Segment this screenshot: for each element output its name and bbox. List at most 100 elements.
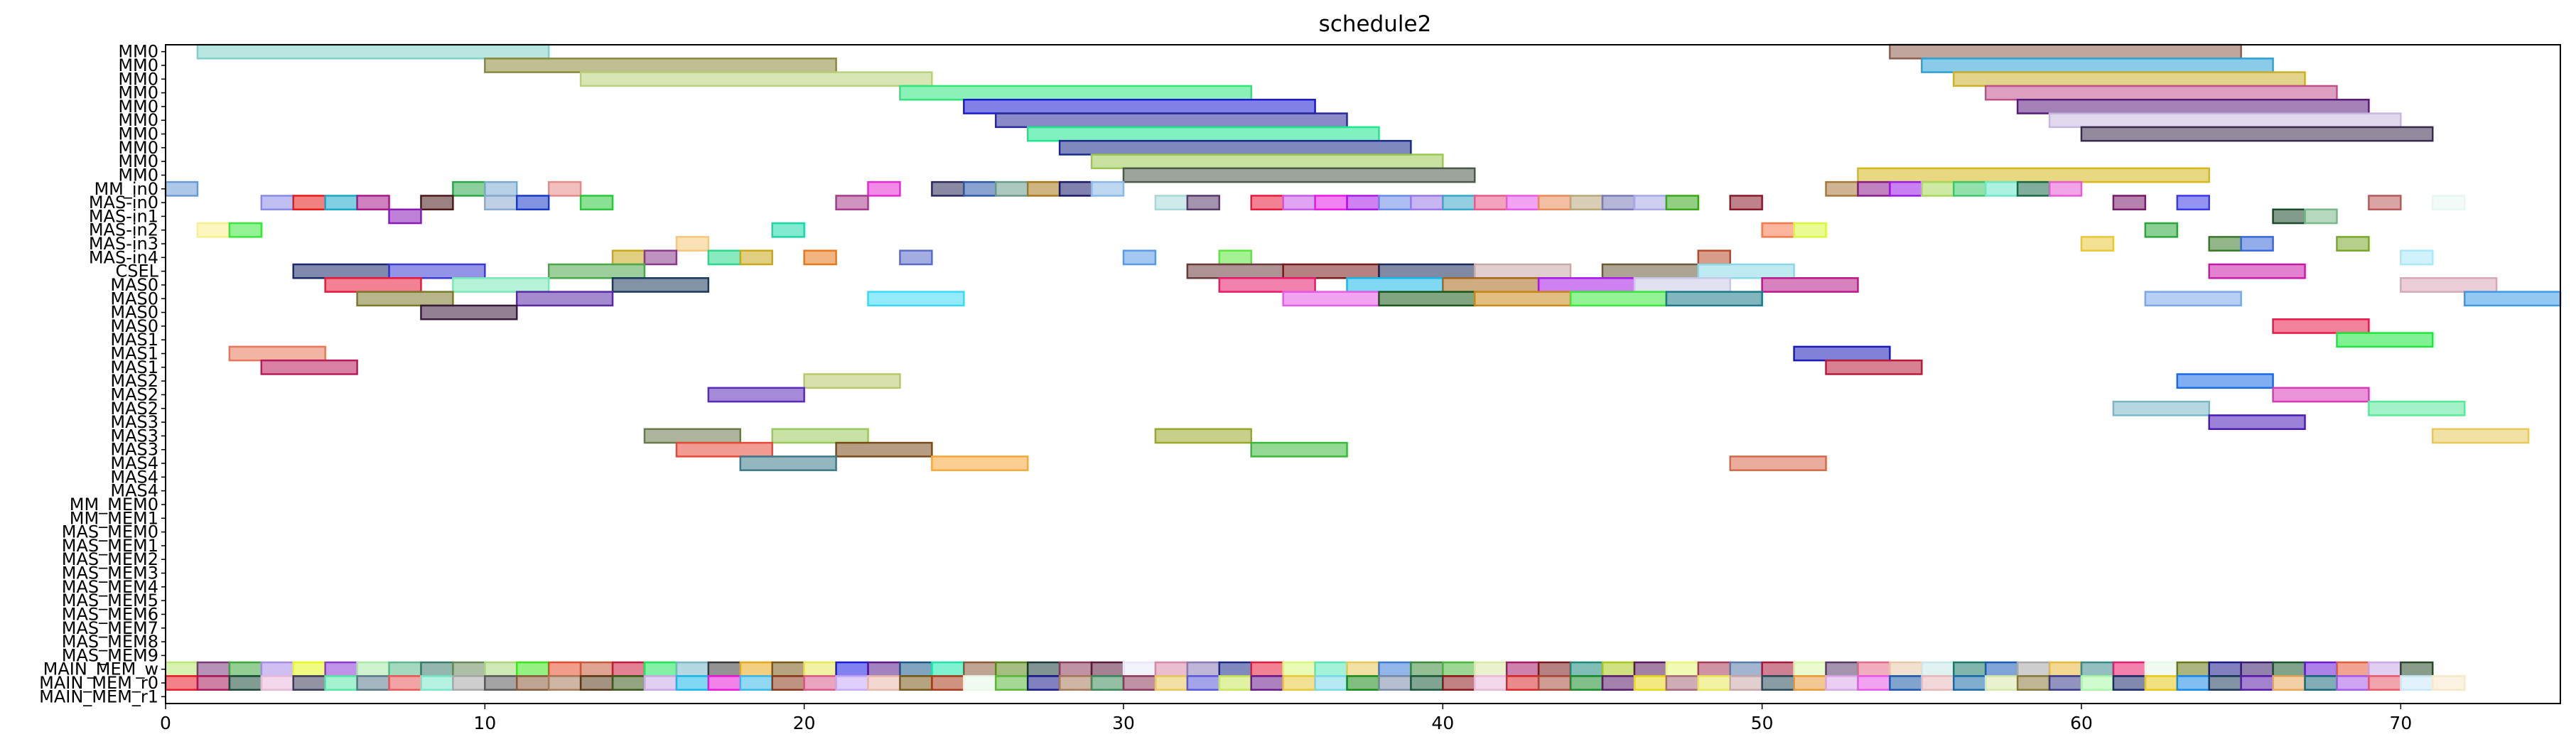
task-bar [2112,400,2210,416]
task-bar [899,249,933,266]
task-bar [675,236,710,252]
task-bar [2176,195,2210,210]
task-bar [675,661,710,677]
task-bar [2080,661,2115,677]
task-bar [1410,661,1444,677]
task-bar [2176,661,2210,677]
task-bar [1218,277,1316,293]
task-bar [611,675,646,691]
task-bar [1282,263,1380,279]
task-bar [963,675,997,691]
task-bar [867,291,965,307]
task-bar [388,208,422,225]
task-bar [2016,661,2051,677]
task-bar [1346,675,1380,691]
task-bar [995,661,1029,677]
task-bar [1633,661,1668,677]
task-bar [420,675,454,691]
task-bar [2240,661,2274,677]
task-bar [995,112,1348,129]
task-bar [1889,661,1923,677]
task-bar [1633,277,1731,293]
task-bar [1697,263,1795,279]
y-tick-label: MAS_MEM5 [62,591,158,610]
task-bar [196,222,231,238]
task-bar [260,195,294,210]
task-bar [2272,675,2306,691]
task-bar [1378,263,1476,279]
task-bar [931,675,965,691]
task-bar [2400,277,2498,293]
task-bar [1122,167,1476,183]
task-bar [1761,661,1795,677]
task-bar [1953,661,1987,677]
y-tick-label: MM_MEM1 [70,508,158,528]
task-bar [675,441,773,458]
task-bar [803,675,837,691]
task-bar [1090,153,1444,170]
task-bar [1122,661,1157,677]
task-bar [1474,675,1508,691]
task-bar [516,195,550,210]
task-bar [2336,332,2434,348]
y-tick-label: MAS4 [110,453,158,473]
y-tick-label: MM0 [118,42,158,62]
task-bar [452,661,486,677]
task-bar [1729,661,1763,677]
task-bar [899,661,933,677]
task-bar [739,675,773,691]
task-bar [547,675,582,691]
task-bar [643,249,678,266]
task-bar [2112,195,2147,210]
task-bar [1346,277,1444,293]
y-tick-label: MAS_MEM2 [62,549,158,569]
task-bar [2304,661,2338,677]
task-bar [835,441,933,458]
task-bar [2304,208,2338,225]
task-bar [452,180,486,197]
task-bar [2144,675,2179,691]
task-bar [2208,236,2242,252]
task-bar [356,675,390,691]
task-bar [1857,661,1891,677]
task-bar [1569,291,1668,307]
task-bar [675,675,710,691]
x-tick-label: 70 [2389,713,2412,733]
task-bar [1537,277,1636,293]
task-bar [2304,675,2338,691]
task-bar [484,195,518,210]
task-bar [963,661,997,677]
task-bar [1410,675,1444,691]
task-bar [579,71,933,87]
task-bar [2048,661,2083,677]
task-bar [1122,675,1157,691]
task-bar [1601,661,1636,677]
task-bar [1601,675,1636,691]
task-bar [1186,195,1221,210]
task-bar [1665,291,1763,307]
task-bar [228,222,263,238]
task-bar [1282,195,1316,210]
task-bar [1761,277,1859,293]
task-bar [324,661,358,677]
task-bar [2368,400,2466,416]
task-bar [2272,661,2306,677]
task-bar [2208,263,2306,279]
task-bar [1474,291,1572,307]
task-bar [2016,675,2051,691]
task-bar [484,180,518,197]
task-bar [1761,222,1795,238]
y-tick-label: MAIN_MEM_r0 [39,673,158,693]
task-bar [547,661,582,677]
task-bar [1282,291,1380,307]
task-bar [2240,675,2274,691]
task-bar [1442,661,1476,677]
task-bar [1601,263,1700,279]
task-bar [1250,675,1284,691]
task-bar [196,43,550,60]
task-bar [1953,71,2306,87]
x-tick-label: 40 [1431,713,1454,733]
y-tick-label: MAIN_MEM_r1 [39,686,158,706]
y-tick-label: MAS4 [110,467,158,487]
task-bar [2208,661,2242,677]
